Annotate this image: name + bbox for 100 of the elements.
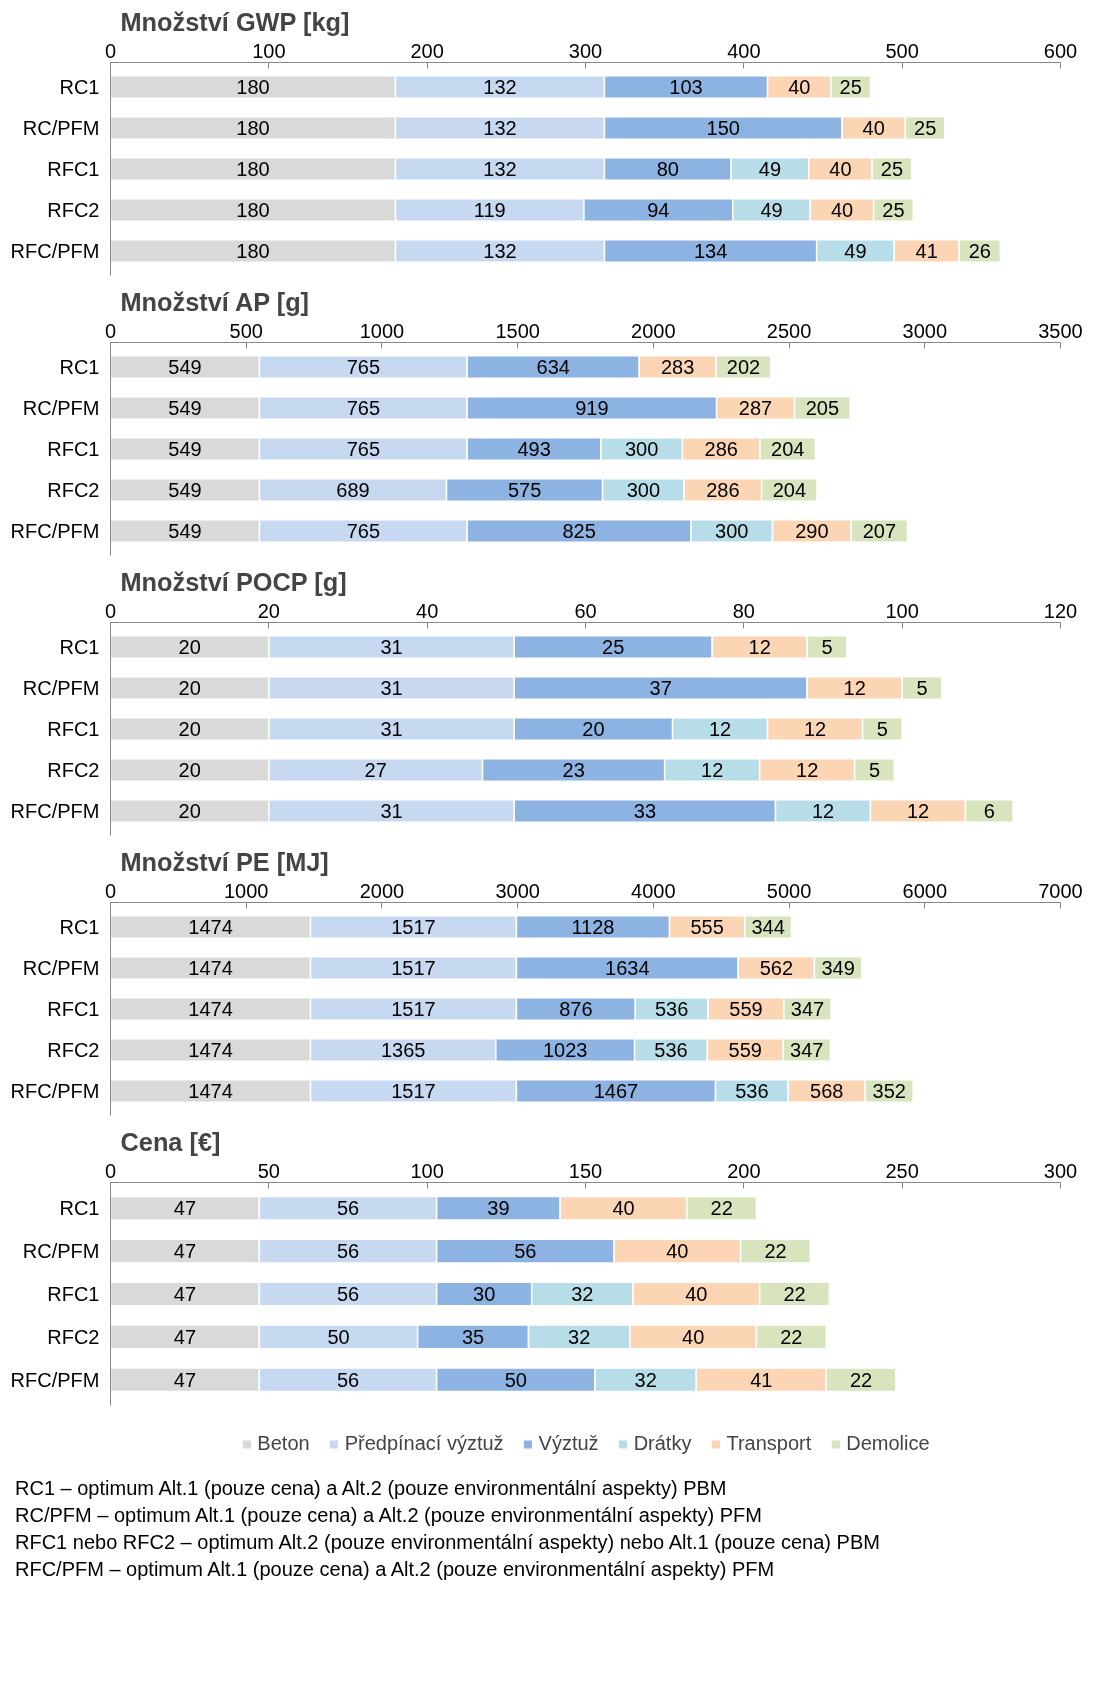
data-label: 5	[821, 636, 833, 659]
text: RFC1 nebo RFC2 – optimum Alt.2 (pouze environmentální aspekty) nebo Alt.1 (pouze cena) PBM	[15, 1530, 880, 1555]
data-label: 150	[706, 117, 740, 140]
data-label: 1474	[188, 998, 233, 1020]
x-tick-label: 3000	[902, 319, 948, 342]
data-label: 559	[728, 1038, 762, 1061]
y-tick-label: RFC2	[47, 1038, 100, 1061]
y-tick-label: RFC2	[47, 478, 100, 501]
data-label: 132	[483, 158, 517, 180]
data-label: 12	[843, 677, 866, 700]
data-label: 37	[649, 677, 672, 700]
data-label: 40	[612, 1197, 635, 1220]
y-tick-label: RFC/PFM	[10, 519, 100, 542]
data-label: 20	[582, 718, 605, 740]
y-tick-label: RFC1	[47, 998, 100, 1020]
data-label: 49	[758, 158, 782, 180]
x-tick-label: 100	[885, 599, 919, 622]
y-tick-label: RFC/PFM	[10, 799, 100, 822]
y-tick-label: RC1	[59, 636, 100, 659]
data-label: 47	[173, 1368, 197, 1391]
data-label: 1467	[593, 1079, 639, 1102]
x-tick-label: 400	[727, 39, 761, 62]
data-label: 132	[483, 239, 517, 262]
data-label: 765	[346, 438, 381, 460]
legend-label: Transport	[726, 1432, 812, 1455]
data-label: 1634	[605, 957, 650, 980]
data-label: 765	[346, 519, 381, 542]
x-tick-label: 5000	[766, 879, 812, 902]
data-label: 119	[473, 198, 506, 221]
x-tick-label: 600	[1043, 39, 1078, 62]
data-label: 40	[682, 1325, 705, 1348]
y-tick-label: RC1	[59, 916, 100, 939]
text: RC/PFM – optimum Alt.1 (pouze cena) a Alt.2 (pouze environmentální aspekty) PFM	[15, 1503, 763, 1528]
legend-label: Beton	[257, 1432, 310, 1455]
data-label: 47	[173, 1325, 197, 1348]
data-label: 50	[327, 1325, 350, 1348]
data-label: 5	[876, 718, 888, 740]
x-tick-label: 0	[104, 1159, 117, 1182]
data-label: 549	[168, 356, 202, 379]
data-label: 12	[701, 758, 724, 781]
x-tick-label: 100	[252, 39, 286, 62]
data-label: 22	[783, 1282, 806, 1305]
data-label: 559	[729, 998, 763, 1020]
data-label: 204	[771, 438, 805, 460]
data-label: 94	[647, 198, 670, 221]
x-tick-label: 1500	[495, 319, 540, 342]
y-tick-label: RC1	[59, 1197, 100, 1220]
data-label: 876	[559, 998, 593, 1020]
x-tick-label: 50	[257, 1159, 280, 1182]
data-label: 12	[796, 758, 819, 781]
x-tick-label: 2500	[766, 319, 812, 342]
data-label: 80	[656, 158, 679, 180]
data-label: 689	[336, 478, 370, 501]
data-label: 20	[178, 636, 201, 659]
data-label: 536	[654, 1038, 688, 1061]
x-tick-label: 150	[568, 1159, 603, 1182]
x-tick-label: 0	[104, 39, 117, 62]
data-label: 575	[507, 478, 542, 501]
legend-label: Demolice	[846, 1432, 930, 1455]
data-label: 1517	[391, 1079, 436, 1102]
data-label: 25	[839, 76, 862, 99]
data-label: 12	[803, 718, 827, 740]
data-label: 25	[880, 158, 903, 180]
y-tick-label: RC1	[59, 76, 100, 99]
x-tick-label: 6000	[902, 879, 948, 902]
x-tick-label: 3500	[1038, 319, 1083, 342]
data-label: 50	[504, 1368, 527, 1391]
data-label: 20	[178, 718, 201, 740]
data-label: 1517	[391, 998, 436, 1020]
data-label: 202	[726, 356, 761, 379]
y-tick-label: RFC1	[47, 718, 100, 740]
data-label: 27	[364, 758, 387, 781]
data-label: 549	[168, 438, 202, 460]
data-label: 290	[795, 519, 829, 542]
data-label: 1517	[391, 957, 436, 980]
data-label: 40	[788, 76, 811, 99]
y-tick-label: RFC1	[47, 158, 100, 180]
data-label: 40	[830, 198, 854, 221]
data-label: 347	[790, 1038, 824, 1061]
data-label: 20	[178, 677, 201, 700]
data-label: 204	[772, 478, 807, 501]
x-tick-label: 120	[1043, 599, 1078, 622]
y-tick-label: RFC/PFM	[10, 1368, 100, 1391]
x-tick-label: 0	[104, 319, 117, 342]
y-tick-label: RC/PFM	[22, 957, 100, 980]
data-label: 22	[849, 1368, 873, 1391]
x-tick-label: 20	[257, 599, 280, 622]
legend-label: Výztuž	[538, 1432, 599, 1455]
data-label: 40	[862, 117, 885, 140]
x-tick-label: 2000	[359, 879, 405, 902]
data-label: 35	[461, 1325, 485, 1348]
data-label: 300	[715, 519, 749, 542]
data-label: 56	[336, 1368, 360, 1391]
x-tick-label: 500	[229, 319, 263, 342]
data-label: 22	[710, 1197, 733, 1220]
data-label: 40	[685, 1282, 708, 1305]
y-tick-label: RFC1	[47, 1282, 100, 1305]
x-tick-label: 80	[732, 599, 755, 622]
data-label: 555	[690, 916, 724, 939]
data-label: 12	[708, 718, 732, 740]
